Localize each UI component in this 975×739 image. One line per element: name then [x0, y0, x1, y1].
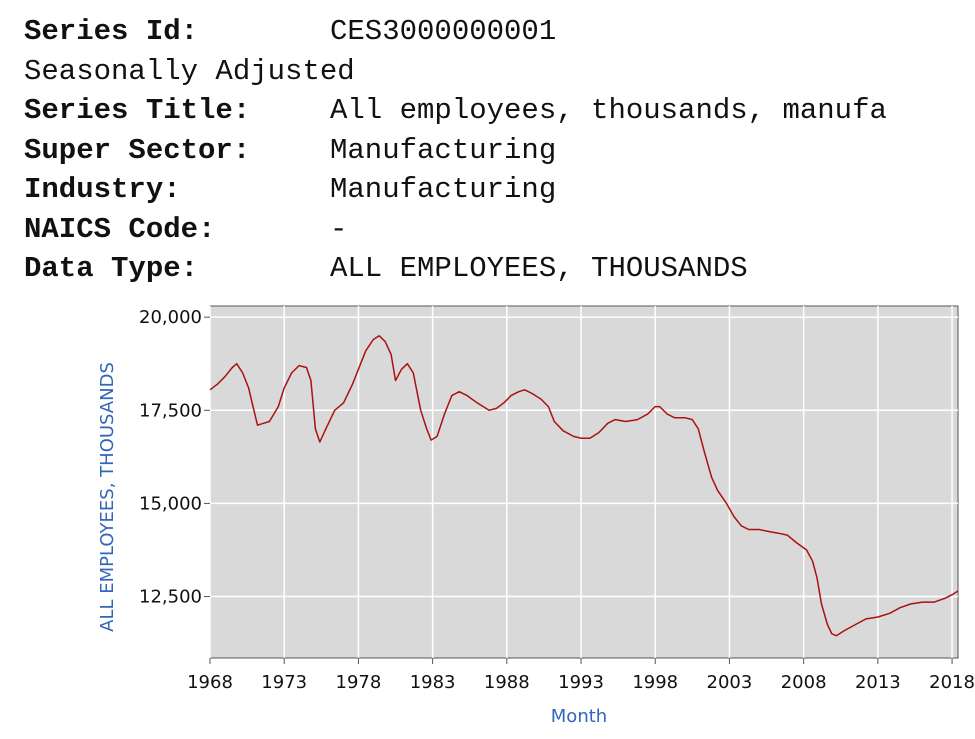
- axis-ticks: 1968 1973 1978 1983 1988 1993 1998 2003 2008 2013…: [139, 307, 975, 693]
- data-type-row: Data Type: ALL EMPLOYEES, THOUSANDS: [24, 249, 887, 289]
- y-tick-label: 20,000: [139, 307, 202, 328]
- grid-lines: [209, 306, 958, 658]
- series-id-row: Series Id: CES3000000001: [24, 12, 887, 52]
- super-sector-value: Manufacturing: [330, 133, 557, 167]
- series-id-value: CES3000000001: [330, 15, 557, 48]
- industry-value: Manufacturing: [330, 173, 557, 206]
- x-tick-label: 2008: [781, 672, 827, 693]
- x-tick-label: 1983: [410, 672, 456, 693]
- series-title-label: Series Title:: [24, 94, 251, 127]
- data-type-value: ALL EMPLOYEES, THOUSANDS: [330, 252, 748, 285]
- series-metadata: Series Id: CES3000000001 Seasonally Adjus…: [24, 12, 887, 289]
- plot-area: [209, 305, 959, 659]
- naics-code-row: NAICS Code: -: [24, 210, 887, 250]
- super-sector-row: Super Sector: Manufacturing: [24, 131, 887, 171]
- naics-code-label: NAICS Code:: [24, 212, 216, 246]
- x-axis-title: Month: [551, 706, 607, 727]
- industry-label: Industry:: [24, 173, 181, 206]
- series-id-label: Series Id:: [24, 15, 199, 48]
- x-tick-label: 2013: [855, 672, 901, 693]
- seasonal-adjustment-text: Seasonally Adjusted: [24, 54, 355, 88]
- y-tick-label: 15,000: [139, 493, 202, 514]
- super-sector-label: Super Sector:: [24, 133, 251, 167]
- x-tick-label: 1988: [484, 672, 530, 693]
- x-tick-label: 1993: [558, 672, 604, 693]
- y-tick-label: 12,500: [139, 587, 202, 608]
- series-title-value: All employees, thousands, manufa: [330, 94, 887, 127]
- seasonal-adjustment-row: Seasonally Adjusted: [24, 52, 887, 92]
- industry-row: Industry: Manufacturing: [24, 170, 887, 210]
- naics-code-value: -: [330, 212, 348, 246]
- y-tick-label: 17,500: [139, 400, 202, 421]
- x-tick-label: 1998: [632, 672, 678, 693]
- x-tick-label: 1978: [336, 672, 382, 693]
- x-tick-label: 2018: [929, 672, 975, 693]
- x-tick-label: 2003: [707, 672, 753, 693]
- x-tick-label: 1968: [187, 672, 233, 693]
- series-line: [209, 335, 959, 637]
- x-tick-label: 1973: [261, 672, 307, 693]
- y-axis-title: ALL EMPLOYEES, THOUSANDS: [97, 362, 118, 632]
- series-title-row: Series Title: All employees, thousands, m…: [24, 91, 887, 131]
- data-type-label: Data Type:: [24, 252, 199, 285]
